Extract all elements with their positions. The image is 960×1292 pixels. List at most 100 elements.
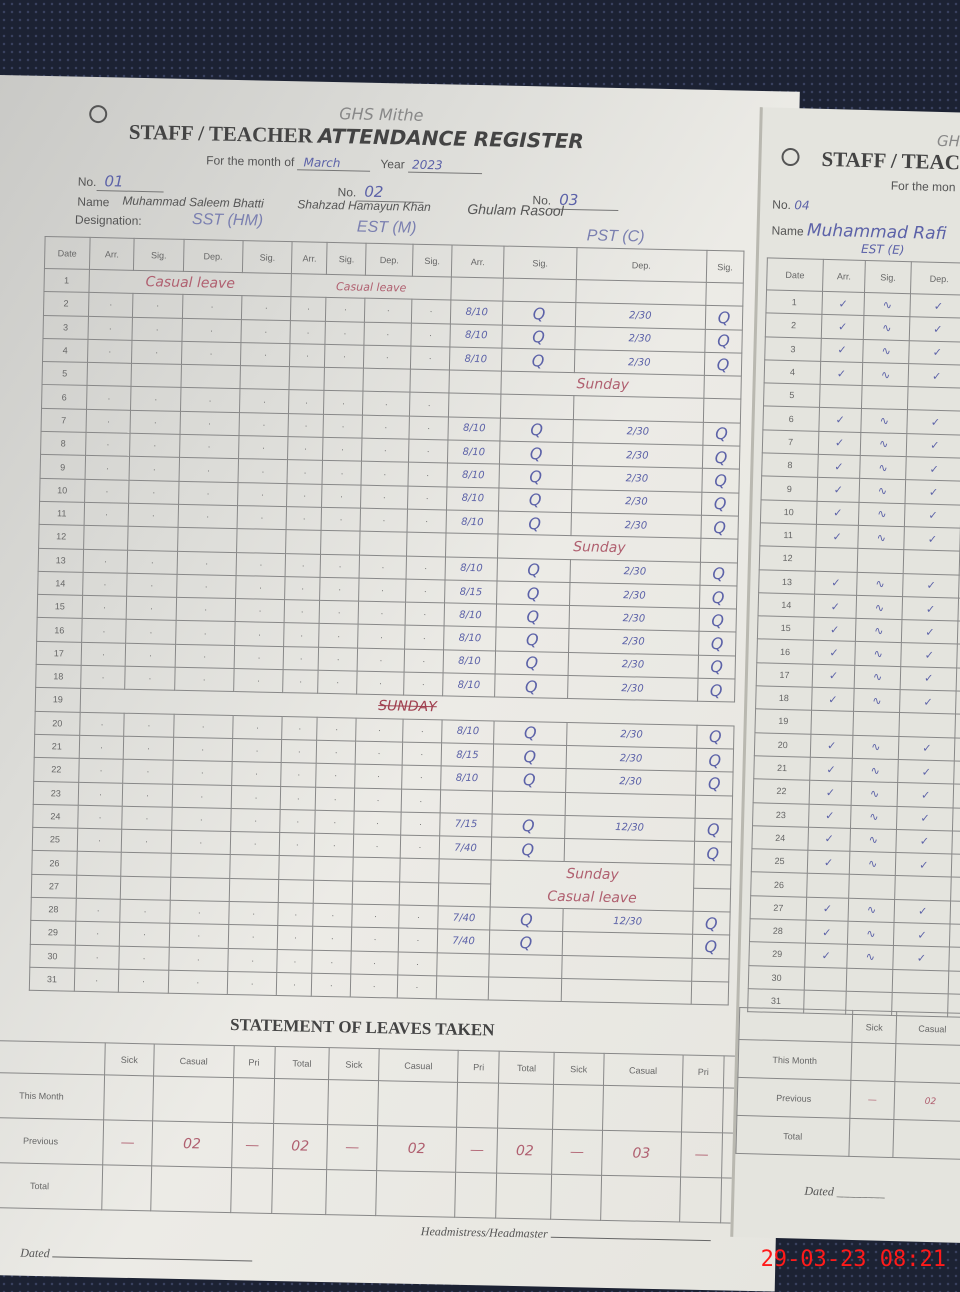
attendance-cell: · [397, 974, 437, 1000]
photo-timestamp: 29-03-23 08:21 [760, 1247, 946, 1272]
attendance-cell: 8/15 [444, 579, 498, 605]
signature-icon: Q [698, 608, 737, 633]
attendance-cell: · [286, 483, 323, 508]
leaves-column-header: Casual [153, 1043, 234, 1078]
attendance-cell: · [239, 389, 290, 414]
attendance-cell: · [176, 574, 237, 599]
attendance-cell: ∿ [852, 734, 900, 760]
attendance-cell [564, 792, 696, 819]
attendance-cell [846, 967, 894, 993]
attendance-cell: ✓ [818, 407, 862, 433]
attendance-cell: 2/30 [568, 628, 699, 656]
attendance-cell: · [80, 642, 127, 667]
date-cell: 11 [759, 522, 817, 548]
leaves-value [848, 1118, 895, 1158]
attendance-cell: · [355, 741, 403, 766]
attendance-cell: ∿ [854, 665, 902, 690]
attendance-cell [240, 365, 290, 391]
attendance-cell [575, 279, 707, 306]
leaves-row: Total [735, 1115, 960, 1160]
attendance-cell: · [241, 319, 291, 344]
attendance-cell: · [358, 577, 407, 603]
signature-icon: Q [695, 748, 734, 773]
teacher-name: Shahzad Hamayun Khan [297, 197, 431, 215]
attendance-cell: · [405, 602, 445, 627]
attendance-cell [352, 857, 401, 882]
attendance-cell [86, 362, 132, 387]
attendance-cell: · [181, 341, 242, 366]
attendance-cell: ∿ [859, 455, 907, 481]
date-cell: 3 [764, 336, 822, 362]
attendance-cell: ✓ [897, 759, 955, 785]
attendance-cell: · [237, 505, 287, 530]
date-cell: 19 [35, 687, 81, 712]
date-cell: 23 [752, 802, 810, 828]
leaves-value [232, 1077, 275, 1124]
attendance-cell [703, 398, 741, 423]
leaves-value: — [455, 1127, 498, 1174]
leaves-column-header: Sick [104, 1042, 155, 1076]
attendance-cell [894, 875, 952, 901]
attendance-cell: ✓ [808, 803, 852, 829]
attendance-cell [363, 368, 411, 393]
attendance-cell [693, 887, 731, 912]
attendance-cell: · [122, 806, 172, 831]
attendance-cell: · [77, 828, 123, 853]
attendance-cell: · [233, 668, 284, 693]
attendance-cell: · [174, 644, 235, 669]
attendance-table: Date Arr. Sig. Dep. Sig. Arr. Sig. Dep. Sig. Arr.… [29, 236, 745, 1006]
attendance-cell: 2/30 [570, 489, 702, 516]
attendance-cell: · [353, 834, 401, 859]
attendance-cell: ✓ [813, 617, 857, 642]
attendance-cell: ✓ [907, 410, 960, 435]
attendance-cell: ∿ [848, 897, 895, 923]
row-note: Casual leave [291, 273, 452, 301]
leaves-row-label: This Month [737, 1039, 852, 1081]
attendance-cell [572, 396, 704, 423]
attendance-cell [450, 276, 504, 302]
attendance-cell: 7/40 [439, 835, 493, 861]
attendance-cell: · [232, 715, 283, 740]
attendance-cell: · [350, 950, 399, 975]
leaves-column-header: Casual [896, 1011, 960, 1046]
attendance-cell: · [358, 601, 406, 626]
date-cell: 1 [43, 268, 90, 293]
attendance-cell [324, 367, 364, 392]
signature-icon: Q [496, 604, 570, 629]
attendance-cell: · [314, 833, 354, 858]
attendance-cell: 8/10 [445, 509, 499, 535]
attendance-cell: · [287, 459, 323, 485]
attendance-cell [289, 366, 325, 391]
attendance-cell [691, 981, 729, 1006]
date-cell: 6 [762, 406, 820, 432]
register-logo-icon [89, 104, 108, 124]
date-cell: 2 [765, 313, 822, 338]
attendance-cell [861, 385, 909, 411]
attendance-cell: · [77, 805, 123, 830]
attendance-cell: · [281, 716, 318, 741]
signature-icon: Q [494, 720, 567, 746]
attendance-cell: 7/40 [437, 905, 491, 931]
attendance-cell: · [315, 786, 355, 811]
attendance-cell [128, 526, 178, 551]
attendance-cell: ∿ [955, 691, 960, 716]
leaves-value [103, 1074, 154, 1121]
attendance-cell: ∿ [950, 900, 960, 925]
dated-label: Dated [20, 1245, 50, 1261]
attendance-cell: ∿ [951, 854, 960, 879]
attendance-cell: ✓ [804, 943, 848, 968]
attendance-cell: · [123, 759, 173, 784]
teacher-name: Muhammad Saleem Bhatti [122, 193, 264, 211]
column-header: Dep. [910, 261, 960, 296]
date-cell: 26 [31, 850, 78, 875]
attendance-cell: 8/10 [450, 300, 504, 325]
attendance-cell: ✓ [893, 945, 950, 971]
attendance-cell: · [175, 620, 236, 646]
attendance-cell: ✓ [815, 524, 859, 549]
attendance-cell: · [171, 783, 232, 809]
dated-line: Dated ________ [804, 1183, 885, 1200]
attendance-cell: · [312, 926, 352, 951]
designation-label: Designation: [74, 212, 142, 228]
attendance-cell: · [85, 432, 131, 457]
signature-icon: Q [704, 328, 743, 353]
